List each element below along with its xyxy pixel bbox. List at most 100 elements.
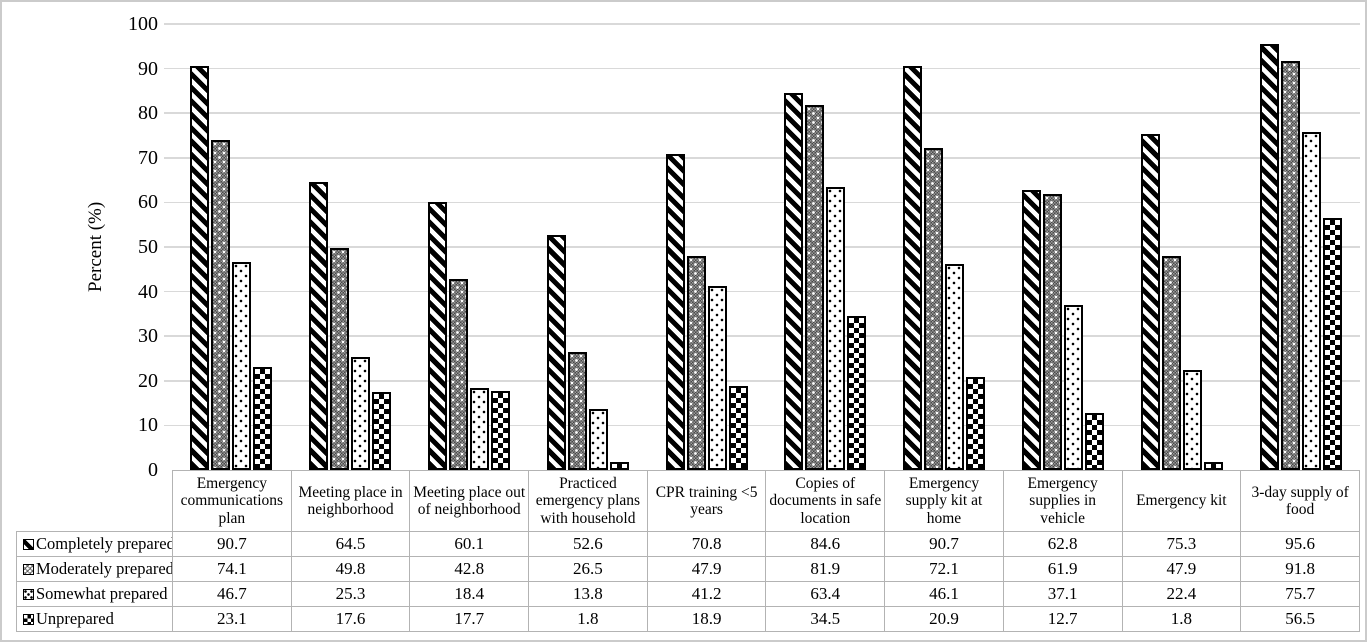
table-value-cell: 90.7 [884, 531, 1004, 557]
table-value-cell: 64.5 [290, 531, 411, 557]
bar [448, 279, 468, 470]
y-axis-tick-labels: 0 10 20 30 40 50 60 70 80 90 100 [98, 2, 158, 481]
bar [1301, 132, 1321, 470]
y-tick-label: 70 [138, 146, 158, 169]
table-value-cell: 75.7 [1240, 581, 1360, 607]
bar [826, 187, 846, 470]
table-value-cell: 56.5 [1240, 606, 1360, 632]
table-row: Unprepared 23.1 17.6 17.7 1.8 18.9 34.5 20.9 12.… [16, 606, 1360, 632]
legend-swatch-icon [23, 588, 34, 600]
legend-series-label: Moderately prepared [36, 559, 173, 578]
gridline [164, 112, 1360, 114]
y-tick-label: 30 [138, 325, 158, 348]
bar [1280, 60, 1300, 470]
bar [707, 286, 727, 470]
category-header-cell: Meeting place in neighborhood [290, 470, 411, 532]
gridline [164, 246, 1360, 248]
y-tick-label: 90 [138, 57, 158, 80]
legend-series-label: Completely prepared [36, 534, 173, 553]
legend-swatch-icon [23, 538, 34, 550]
category-header-cell: Emergency supplies in vehicle [1002, 470, 1123, 532]
bar-group [1241, 24, 1360, 470]
gridline [164, 67, 1360, 70]
y-tick-label: 60 [138, 191, 158, 214]
table-value-cell: 70.8 [646, 531, 767, 557]
bar [665, 154, 685, 470]
y-tick-label: 20 [138, 369, 158, 392]
bar [609, 462, 629, 470]
bar [903, 65, 923, 470]
table-value-cell: 34.5 [765, 606, 886, 632]
bar [805, 104, 825, 470]
legend-cell: Completely prepared [16, 531, 173, 557]
table-value-cell: 47.9 [646, 556, 767, 582]
table-value-cell: 22.4 [1121, 581, 1242, 607]
table-value-cell: 72.1 [884, 556, 1004, 582]
table-value-cell: 1.8 [1121, 606, 1242, 632]
bar-group [647, 24, 766, 470]
table-value-cell: 75.3 [1121, 531, 1242, 557]
bar-group [291, 24, 410, 470]
bar [490, 391, 510, 470]
table-value-cell: 23.1 [172, 606, 292, 632]
gridline [164, 23, 1360, 25]
table-value-cell: 49.8 [290, 556, 411, 582]
bar [546, 235, 566, 470]
category-header-cell: Meeting place out of neighborhood [409, 470, 530, 532]
bar [1084, 413, 1104, 470]
table-value-cell: 17.7 [409, 606, 530, 632]
bar [1021, 189, 1041, 470]
category-header-cell: Practiced emergency plans with household [528, 470, 648, 532]
table-value-cell: 13.8 [528, 581, 648, 607]
bar [686, 256, 706, 470]
table-value-cell: 60.1 [409, 531, 530, 557]
bar [427, 202, 447, 470]
table-value-cell: 63.4 [765, 581, 886, 607]
legend-cell: Somewhat prepared [16, 581, 173, 607]
category-header-cell: Emergency supply kit at home [884, 470, 1004, 532]
y-tick-label: 100 [128, 13, 158, 35]
table-value-cell: 81.9 [765, 556, 886, 582]
table-value-cell: 26.5 [528, 556, 648, 582]
bar [945, 264, 965, 470]
bar-group [766, 24, 885, 470]
table-value-cell: 90.7 [172, 531, 292, 557]
bar [330, 247, 350, 470]
plot-area [164, 23, 1360, 470]
table-value-cell: 61.9 [1002, 556, 1123, 582]
y-tick-label: 40 [138, 280, 158, 303]
bar [924, 148, 944, 470]
y-tick-label: 50 [138, 236, 158, 258]
bar [253, 367, 273, 470]
table-value-cell: 1.8 [528, 606, 648, 632]
table-value-cell: 20.9 [884, 606, 1004, 632]
legend-cell: Unprepared [16, 606, 173, 632]
table-value-cell: 84.6 [765, 531, 886, 557]
bar [1063, 304, 1083, 470]
bar [966, 376, 986, 470]
data-table: Emergency communications plan Meeting pla… [16, 470, 1360, 632]
table-value-cell: 52.6 [528, 531, 648, 557]
table-value-cell: 12.7 [1002, 606, 1123, 632]
table-value-cell: 62.8 [1002, 531, 1123, 557]
bar [232, 261, 252, 470]
table-value-cell: 25.3 [290, 581, 411, 607]
table-value-cell: 37.1 [1002, 581, 1123, 607]
bar [588, 408, 608, 470]
bar [784, 92, 804, 470]
table-value-cell: 95.6 [1240, 531, 1360, 557]
bar [1042, 193, 1062, 470]
bar-group [1122, 24, 1241, 470]
bar [351, 357, 371, 470]
bar [1203, 462, 1223, 470]
bar [469, 387, 489, 470]
bar [190, 65, 210, 470]
bar-group [410, 24, 529, 470]
bar-group [885, 24, 1004, 470]
legend-cell: Moderately prepared [16, 556, 173, 582]
bar [372, 391, 392, 470]
gridline [164, 201, 1360, 204]
bar [567, 351, 587, 470]
gridline [164, 380, 1360, 382]
bar-group [1004, 24, 1123, 470]
